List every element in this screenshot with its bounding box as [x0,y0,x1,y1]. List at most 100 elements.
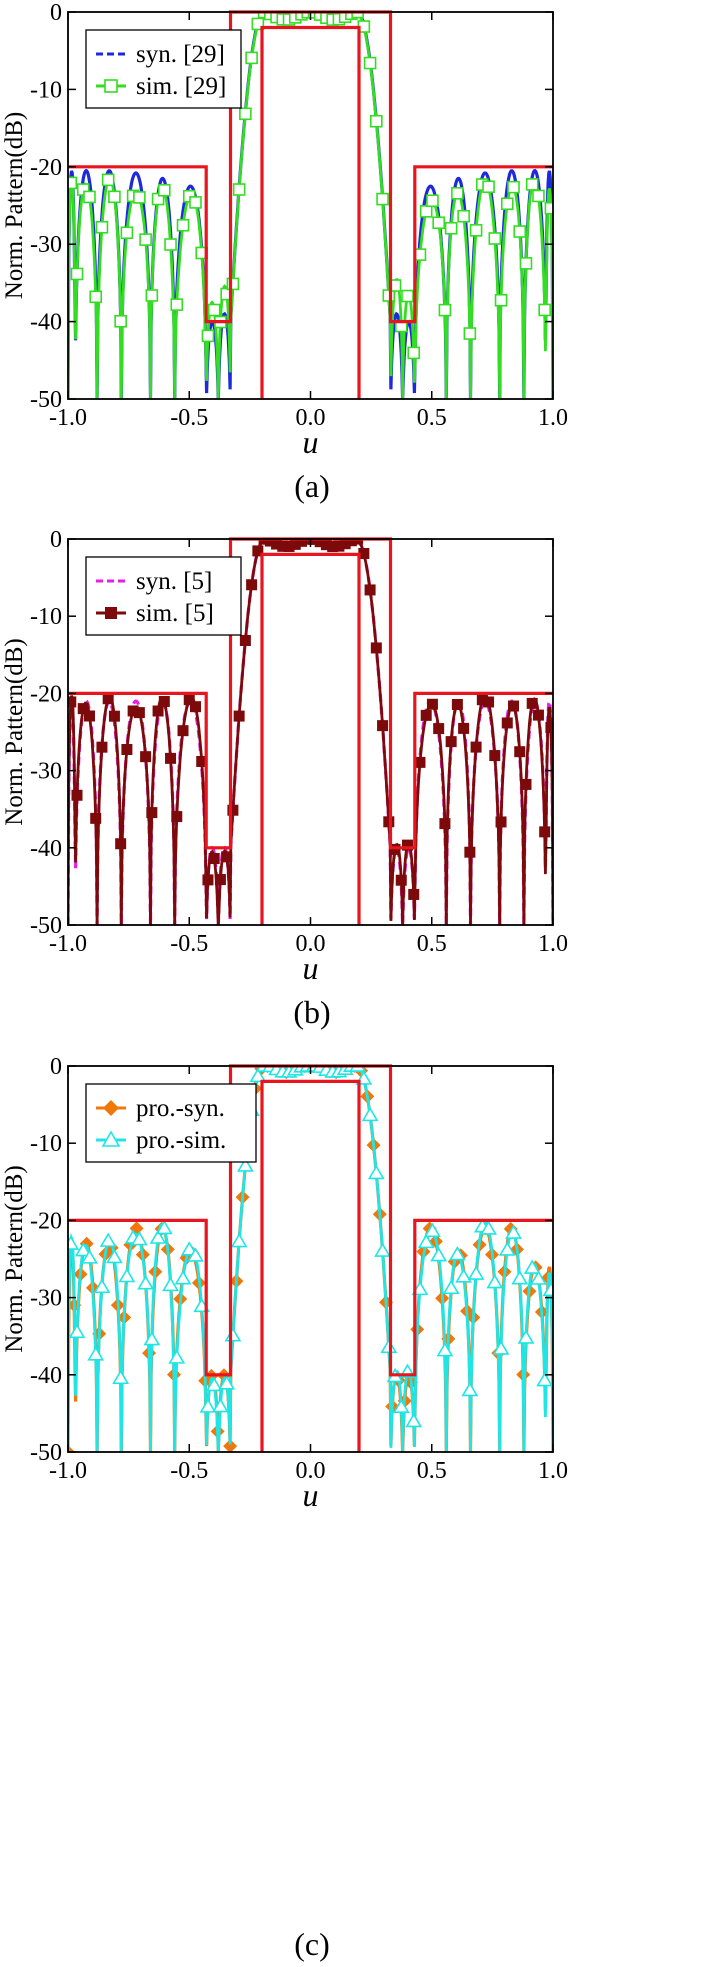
y-tick-label: -10 [30,1131,62,1157]
legend-swatch-marker [104,79,118,93]
marker-sim. [5] [127,705,139,717]
marker-sim. [5] [445,736,457,748]
marker-pro.-sim. [392,1398,410,1414]
marker-pro.-sim. [424,1222,441,1238]
marker-sim. [29] [95,220,109,234]
marker-sim. [5] [402,839,413,851]
legend-label: sim. [5] [136,600,214,627]
marker-pro.-sim. [130,1231,148,1246]
marker-sim. [29] [451,187,464,200]
marker-sim. [5] [408,888,420,900]
marker-sim. [29] [376,192,389,206]
marker-sim. [5] [183,694,195,706]
marker-sim. [29] [463,327,477,340]
marker-pro.-sim. [367,1164,385,1180]
marker-pro.-syn. [68,1445,75,1452]
x-axis-label: u [303,1477,319,1513]
marker-sim. [29] [469,224,483,237]
x-tick-label: 0.5 [417,405,447,431]
marker-sim. [29] [251,17,265,31]
y-tick-label: -20 [30,1208,62,1234]
marker-sim. [5] [152,705,164,717]
marker-sim. [5] [121,743,133,755]
plot-area [68,12,553,399]
marker-sim. [5] [458,722,470,734]
marker-pro.-sim. [236,1157,254,1172]
marker-pro.-sim. [374,1242,391,1257]
marker-sim. [5] [289,539,301,550]
marker-sim. [5] [508,700,520,712]
marker-sim. [29] [108,190,121,204]
marker-sim. [5] [470,741,482,753]
marker-sim. [5] [277,540,289,552]
marker-sim. [29] [488,232,502,245]
y-tick-label: 0 [50,1054,62,1080]
marker-pro.-sim. [143,1331,161,1346]
marker-sim. [29] [401,289,414,303]
marker-sim. [29] [444,221,458,235]
y-tick-label: -20 [30,155,62,181]
marker-sim. [5] [483,696,495,708]
marker-sim. [5] [83,710,95,722]
marker-pro.-sim. [187,1247,204,1262]
marker-sim. [29] [68,176,78,190]
marker-sim. [29] [538,303,551,317]
legend-label: syn. [5] [136,568,212,595]
legend-swatch-marker [103,1100,119,1116]
panel-a: -1.0 -0.5 0.0 0.5 1.0 0 -10 -20 -30 -40 -50 u Norm. … [1,0,568,504]
y-tick-label: -30 [30,1286,62,1312]
marker-sim. [5] [165,752,177,764]
legend-label: pro.-syn. [136,1095,225,1122]
y-axis-label: Norm. Pattern(dB) [1,112,28,299]
marker-sim. [5] [464,846,476,858]
marker-pro.-sim. [106,1248,123,1264]
marker-sim. [5] [202,874,214,886]
marker-pro.-sim. [492,1340,510,1355]
marker-sim. [5] [389,843,401,855]
marker-pro.-sim. [523,1259,541,1274]
y-axis-label: Norm. Pattern(dB) [1,1165,28,1352]
marker-sim. [5] [358,547,370,559]
y-tick-label: 0 [50,0,62,26]
marker-pro.-sim. [212,1397,229,1413]
marker-pro.-sim. [93,1278,111,1294]
marker-pro.-sim. [112,1369,130,1385]
marker-sim. [5] [383,816,395,828]
marker-pro.-sim. [155,1219,173,1235]
marker-pro.-sim. [249,1067,267,1083]
marker-sim. [29] [438,303,452,317]
marker-pro.-sim. [461,1381,479,1397]
marker-pro.-sim. [87,1346,105,1361]
marker-pro.-sim. [436,1342,454,1357]
marker-sim. [5] [520,778,532,790]
marker-sim. [5] [77,703,89,715]
marker-sim. [5] [377,720,389,732]
x-tick-label: -0.5 [170,405,208,431]
marker-sim. [29] [164,238,177,251]
marker-sim. [5] [308,539,320,545]
legend-swatch-marker [105,607,117,619]
marker-pro.-sim. [361,1106,379,1122]
marker-pro.-sim. [68,1323,86,1339]
marker-sim. [29] [176,218,190,232]
marker-pro.-sim. [118,1267,136,1283]
marker-sim. [5] [214,874,226,886]
marker-sim. [5] [320,539,332,551]
marker-sim. [5] [258,539,270,545]
marker-sim. [29] [239,107,252,121]
marker-sim. [29] [70,267,84,281]
marker-pro.-sim. [542,1281,553,1297]
marker-sim. [29] [139,233,152,246]
marker-sim. [5] [177,725,189,737]
marker-pro.-sim. [199,1398,217,1413]
marker-pro.-syn. [223,1439,238,1452]
marker-sim. [5] [283,540,295,552]
marker-sim. [29] [145,289,159,302]
marker-pro.-sim. [486,1273,504,1289]
marker-sim. [29] [370,114,383,128]
marker-sim. [5] [302,539,314,545]
marker-pro.-sim. [536,1371,553,1387]
marker-sim. [5] [526,697,538,709]
mask-lower-line [260,1079,361,1452]
x-tick-label: 1.0 [538,931,568,957]
